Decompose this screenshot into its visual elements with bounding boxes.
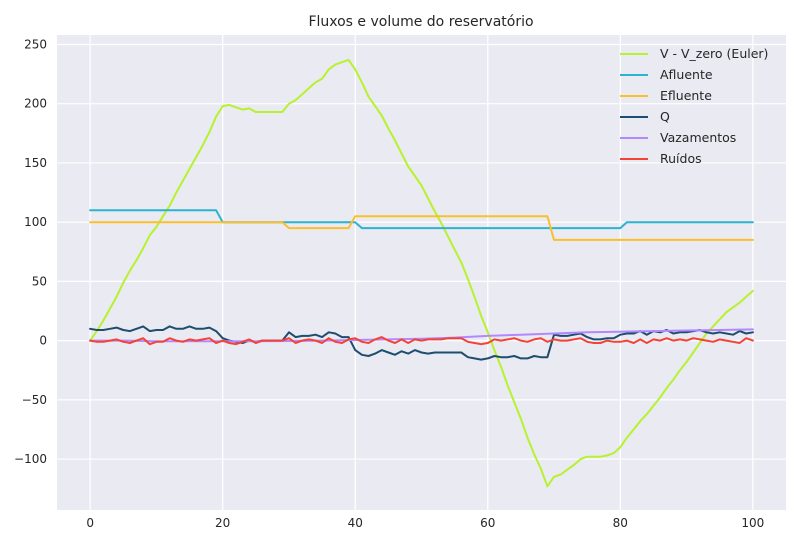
- tick-layer: 0 20 40 60 80 100 −100 −50 0 50 100 150 200 250: [14, 37, 764, 530]
- y-tick-label: 150: [24, 156, 47, 170]
- legend: V - V_zero (Euler) Afluente Efluente Q Vazam…: [620, 46, 768, 166]
- plot-area: [57, 35, 786, 510]
- x-tick-label: 40: [348, 516, 363, 530]
- legend-label-2: Efluente: [660, 88, 712, 103]
- y-tick-label: −50: [22, 393, 47, 407]
- series-line-0: [89, 58, 754, 488]
- y-tick-label: 200: [24, 97, 47, 111]
- series-layer: [89, 58, 754, 488]
- y-tick-label: 0: [39, 334, 47, 348]
- legend-label-5: Ruídos: [660, 151, 702, 166]
- legend-label-0: V - V_zero (Euler): [660, 46, 768, 61]
- series-line-5: [89, 336, 754, 346]
- y-tick-label: 50: [32, 274, 47, 288]
- x-tick-label: 100: [741, 516, 764, 530]
- x-tick-label: 80: [613, 516, 628, 530]
- legend-label-4: Vazamentos: [660, 130, 736, 145]
- chart-title: Fluxos e volume do reservatório: [308, 14, 533, 30]
- y-tick-label: −100: [14, 452, 47, 466]
- x-tick-label: 0: [86, 516, 94, 530]
- series-line-1: [89, 209, 754, 230]
- legend-label-3: Q: [660, 109, 670, 124]
- series-line-4: [89, 328, 754, 343]
- x-tick-label: 20: [215, 516, 230, 530]
- series-line-2: [89, 215, 754, 241]
- legend-label-1: Afluente: [660, 67, 713, 82]
- y-tick-label: 250: [24, 37, 47, 51]
- x-tick-label: 60: [480, 516, 495, 530]
- y-tick-label: 100: [24, 215, 47, 229]
